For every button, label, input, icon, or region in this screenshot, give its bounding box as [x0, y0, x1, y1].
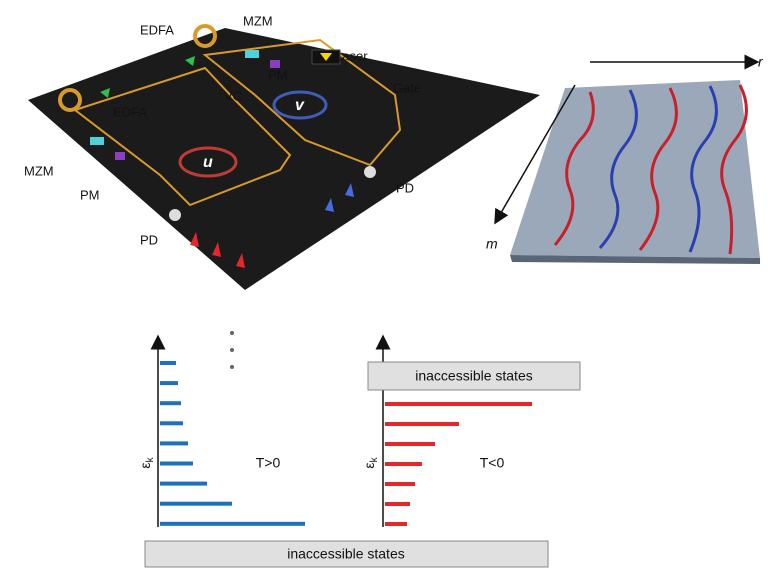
box-label: inaccessible states	[287, 546, 405, 562]
setup-label: Gate	[393, 80, 421, 95]
population-bar	[385, 422, 459, 426]
setup-label: EDFA	[113, 104, 147, 119]
population-bar	[385, 502, 410, 506]
edfa-arrow	[100, 88, 110, 98]
population-bar	[385, 462, 422, 466]
pd	[169, 209, 181, 221]
dot	[230, 348, 234, 352]
edfa-coil	[193, 24, 217, 48]
population-bar	[160, 421, 183, 426]
population-bar	[160, 481, 207, 486]
loop-label: u	[203, 154, 213, 171]
population-bar	[385, 402, 532, 406]
population-bar	[385, 522, 407, 526]
setup-label: PM	[80, 187, 100, 202]
inaccessible-box	[367, 361, 581, 391]
population-bar	[385, 482, 415, 486]
pm-block	[270, 60, 280, 68]
axis-label: εk	[361, 456, 380, 468]
population-bar	[160, 361, 176, 365]
edfa-arrow	[185, 56, 195, 66]
axis-label: m	[486, 236, 498, 252]
population-bar	[160, 521, 305, 526]
pulses-red	[190, 232, 245, 268]
lattice-edge	[510, 255, 760, 264]
axis-label: r	[758, 54, 764, 70]
population-bar	[385, 442, 435, 446]
axis-m	[494, 84, 576, 225]
dot	[230, 331, 234, 335]
setup-label: Laser	[335, 48, 368, 63]
loop-label: v	[295, 97, 305, 114]
fiber-loops	[72, 38, 402, 207]
lattice-waveguides	[553, 84, 748, 255]
subscript: k	[145, 456, 156, 462]
population-bar	[160, 461, 193, 466]
board	[28, 28, 540, 290]
setup-label: PD	[140, 232, 158, 247]
mzm-block	[245, 50, 259, 58]
setup-label: PM	[268, 67, 288, 82]
temperature-label: T>0	[256, 455, 281, 471]
symbol: ε	[361, 462, 377, 468]
setup-label: MZM	[243, 13, 273, 28]
dot	[230, 365, 234, 369]
temperature-label: T<0	[480, 455, 505, 471]
population-bar	[160, 441, 188, 446]
setup-label: EDFA	[140, 22, 174, 37]
laser-icon	[320, 53, 332, 61]
loop-v-arrow	[272, 90, 328, 120]
population-bar	[160, 501, 232, 506]
edfa-coil	[58, 88, 82, 112]
subscript: k	[369, 456, 380, 462]
pd	[364, 166, 376, 178]
setup-label: PD	[396, 180, 414, 195]
setup-label: MZM	[24, 163, 54, 178]
population-bar	[160, 401, 181, 406]
mzm-block	[90, 137, 104, 145]
box-label: inaccessible states	[415, 368, 533, 384]
population-bar	[160, 381, 178, 386]
axis-label: εk	[137, 456, 156, 468]
inaccessible-box	[144, 540, 549, 568]
pulses-blue	[325, 183, 354, 212]
loop-u-arrow	[178, 146, 238, 178]
setup-label: VC	[224, 88, 242, 103]
symbol: ε	[137, 462, 153, 468]
pm-block	[115, 152, 125, 160]
